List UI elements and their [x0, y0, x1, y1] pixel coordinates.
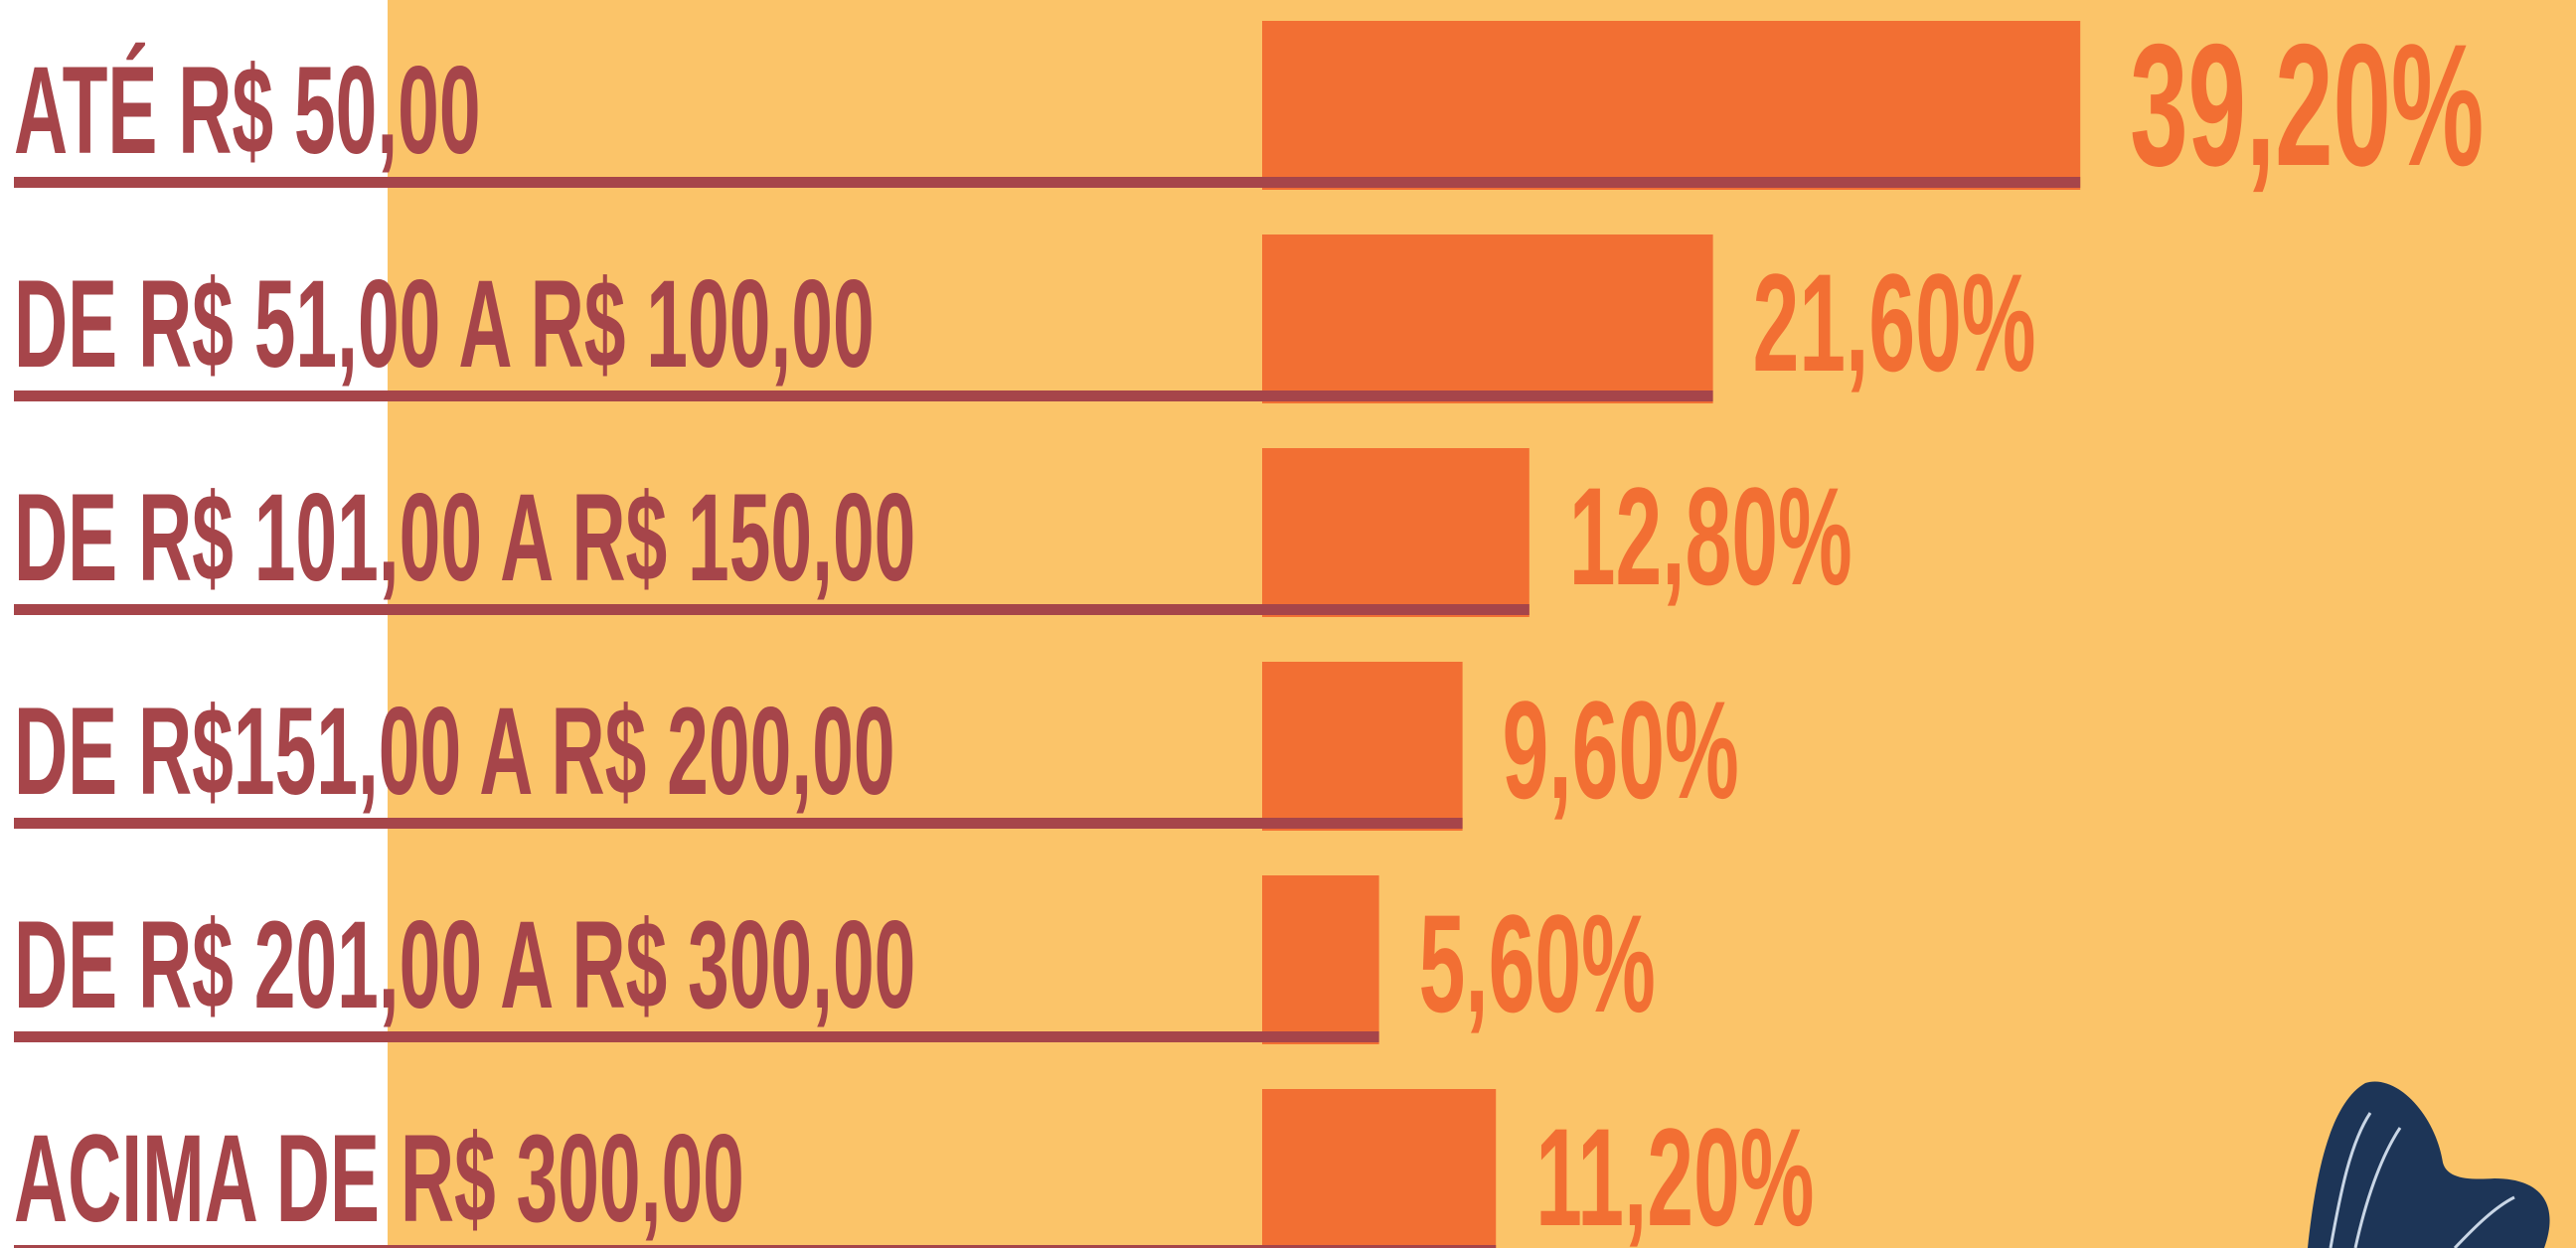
category-label: DE R$ 51,00 A R$ 100,00 — [14, 254, 875, 392]
underline — [14, 1031, 1379, 1042]
category-label: ACIMA DE R$ 300,00 — [14, 1109, 744, 1247]
bar — [1262, 1089, 1497, 1248]
value-label: 9,60% — [1503, 673, 1739, 828]
underline — [14, 604, 1530, 615]
category-label: DE R$151,00 A R$ 200,00 — [14, 682, 895, 820]
underline — [14, 818, 1463, 829]
bar — [1262, 875, 1379, 1044]
value-label: 39,20% — [2130, 7, 2484, 202]
value-label: 21,60% — [1753, 245, 2036, 400]
category-label: ATÉ R$ 50,00 — [14, 41, 481, 179]
bar — [1262, 21, 2081, 190]
value-label: 12,80% — [1569, 459, 1852, 614]
underline — [14, 1245, 1497, 1248]
value-label: 11,20% — [1535, 1100, 1814, 1248]
underline — [14, 177, 2081, 188]
decor-leaf — [2308, 1081, 2550, 1248]
bar — [1262, 234, 1713, 403]
underline — [14, 390, 1713, 401]
category-label: DE R$ 101,00 A R$ 150,00 — [14, 468, 915, 606]
bar — [1262, 448, 1530, 617]
category-label: DE R$ 201,00 A R$ 300,00 — [14, 895, 915, 1033]
bar — [1262, 662, 1463, 831]
value-label: 5,60% — [1419, 886, 1656, 1041]
